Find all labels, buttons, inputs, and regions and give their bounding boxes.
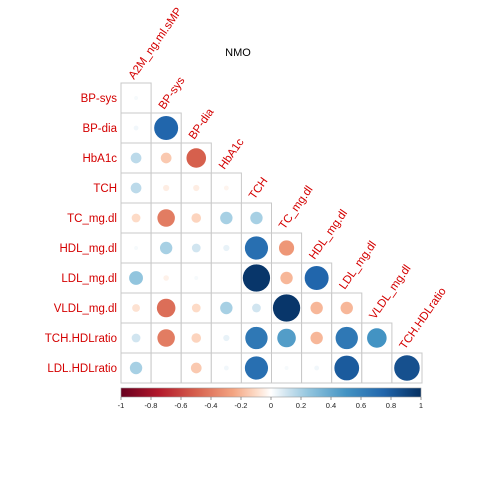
correlation-circle [304,266,329,290]
column-label: A2M_ng.ml.sMP [127,5,185,81]
correlation-circle [367,328,387,348]
row-label: LDL_mg.dl [61,273,117,285]
correlation-circle [191,213,202,223]
correlation-circle [130,152,142,164]
correlation-circle [157,329,175,347]
correlation-circle [131,333,141,343]
column-label: HbA1c [217,136,247,171]
correlation-circle [223,185,229,191]
row-label: TCH [93,183,117,195]
correlation-circle [244,236,269,260]
correlation-circle [134,96,139,100]
correlation-circle [191,303,201,313]
correlation-circle [245,326,268,350]
correlation-circle [223,334,230,342]
chart-title: NMO [225,47,251,59]
correlation-circle [220,301,233,315]
colorbar-tick-label: -0.2 [235,401,248,410]
correlation-circle [244,356,269,380]
correlation-circle [163,275,169,281]
row-label: BP-dia [82,123,117,135]
correlation-circle [131,213,141,223]
colorbar-tick-label: -0.6 [175,401,188,410]
correlation-circle [159,241,173,255]
row-label: BP-sys [81,93,118,105]
colorbar-tick-label: 1 [419,401,423,410]
colorbar-tick-label: 0.8 [386,401,396,410]
correlation-circle [190,362,202,374]
colorbar-tick-label: 0.2 [296,401,306,410]
correlation-circle [252,303,261,313]
correlation-circle [129,271,143,285]
row-label: HbA1c [82,153,117,165]
correlation-circle [335,326,358,350]
colorbar-tick-label: -1 [118,401,125,410]
correlation-circle [225,277,227,279]
correlation-circle [334,355,360,381]
correlation-circle [314,365,320,371]
colorbar-tick-label: 0.4 [326,401,336,410]
correlation-circle [132,304,140,312]
correlation-circle [130,182,142,194]
correlation-circle [242,264,271,292]
correlation-circle [186,148,207,168]
correlation-circle [310,331,323,345]
correlation-circle [250,211,263,225]
correlation-circle [165,367,167,369]
correlation-circle [194,276,199,280]
row-label: HDL_mg.dl [59,243,117,255]
correlation-circle [154,116,179,140]
correlation-circle [278,240,295,256]
row-label: VLDL_mg.dl [54,303,117,315]
correlation-circle [394,355,420,381]
colorbar-tick-label: -0.4 [205,401,218,410]
correlation-circle [280,271,293,285]
column-label: VLDL_mg.dl [367,263,413,322]
correlation-circle [160,152,172,164]
correlation-circle [156,298,176,318]
correlation-circle [223,244,230,252]
correlation-circle [191,333,202,343]
correlation-circle [134,246,139,250]
column-label: HDL_mg.dl [307,208,350,262]
column-label: LDL_mg.dl [337,239,379,291]
correlation-circle [376,367,378,369]
column-label: TCH.HDLratio [398,286,449,352]
column-label: BP-dia [187,106,217,142]
correlation-circle [223,365,229,371]
column-label: TC_mg.dl [277,184,315,232]
grid-cell [210,202,242,234]
correlation-circle [272,294,301,322]
correlation-circle [340,301,353,315]
grid-cell [120,262,152,294]
correlation-circle [220,211,233,225]
row-label: TCH.HDLratio [45,333,117,345]
colorbar-tick-label: 0.6 [356,401,366,410]
grid-cell [150,172,182,204]
correlation-circle [157,209,175,227]
colorbar-tick-label: -0.8 [145,401,158,410]
row-label: LDL.HDLratio [47,363,117,375]
color-legend: -1 -0.8 -0.6 -0.4 -0.2 0 0.2 0.4 0.6 0.8 1 [118,387,423,410]
column-label: TCH [247,175,270,201]
column-label: BP-sys [157,75,188,112]
correlation-circle [191,243,201,253]
correlation-circle [193,184,200,192]
row-label: TC_mg.dl [67,213,117,225]
correlation-circle [284,366,289,370]
correlation-circle [129,361,143,375]
correlation-circle [163,184,170,192]
correlation-circle [133,125,139,131]
colorbar-tick-label: 0 [269,401,273,410]
colorbar-gradient [121,388,421,397]
correlation-circle [310,301,323,315]
correlation-circle [277,328,296,348]
correlation-circles [129,96,420,381]
row-labels: BP-sys BP-dia HbA1c TCH TC_mg.dl HDL_mg.dl LDL… [45,93,118,375]
